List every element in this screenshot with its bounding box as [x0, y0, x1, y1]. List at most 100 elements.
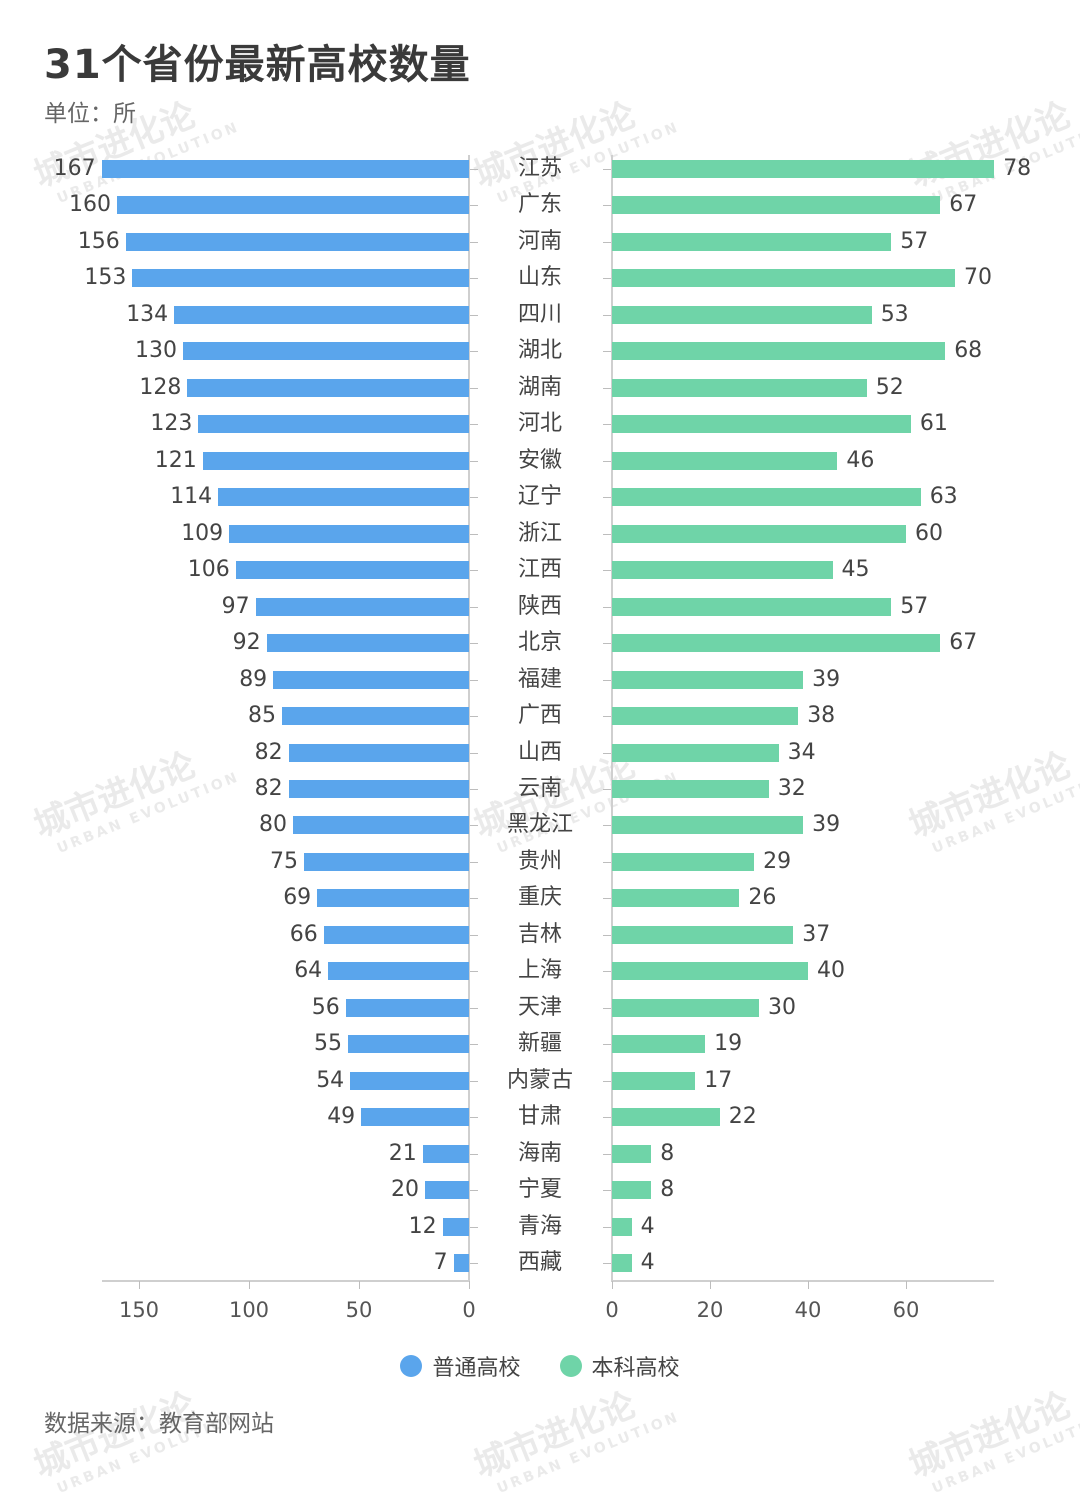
- bar-undergrad[interactable]: [612, 451, 838, 470]
- bar-undergrad[interactable]: [612, 415, 911, 434]
- bar-undergrad[interactable]: [612, 524, 906, 543]
- bar-general[interactable]: [202, 451, 469, 470]
- value-label-general: 128: [139, 374, 182, 400]
- bar-general[interactable]: [345, 998, 469, 1017]
- bar-undergrad[interactable]: [612, 342, 946, 361]
- bar-undergrad[interactable]: [612, 852, 755, 871]
- legend-item-general[interactable]: 普通高校: [400, 1350, 521, 1382]
- bar-general[interactable]: [187, 378, 469, 397]
- bar-undergrad[interactable]: [612, 889, 740, 908]
- bar-general[interactable]: [317, 889, 469, 908]
- bar-undergrad[interactable]: [612, 670, 804, 689]
- bar-undergrad[interactable]: [612, 779, 769, 798]
- data-source: 数据来源：教育部网站: [44, 1411, 274, 1437]
- value-label-undergrad: 68: [954, 338, 983, 364]
- bar-undergrad[interactable]: [612, 232, 892, 251]
- bar-undergrad[interactable]: [612, 561, 833, 580]
- bar-general[interactable]: [282, 707, 469, 726]
- bar-general[interactable]: [293, 816, 469, 835]
- bar-undergrad[interactable]: [612, 743, 779, 762]
- value-label-general: 106: [187, 557, 230, 583]
- province-label: 河南: [517, 228, 562, 254]
- bar-undergrad[interactable]: [612, 1035, 706, 1054]
- value-label-general: 66: [289, 921, 318, 947]
- bar-general[interactable]: [350, 1071, 469, 1090]
- value-label-undergrad: 34: [787, 739, 816, 765]
- bar-general[interactable]: [453, 1254, 469, 1273]
- watermark: 城市进化论 URBAN EVOLUTION: [28, 94, 243, 207]
- x-tick: [249, 1281, 250, 1289]
- right-x-axis: [612, 1280, 994, 1282]
- bar-undergrad[interactable]: [612, 1217, 632, 1236]
- bar-undergrad[interactable]: [612, 962, 808, 981]
- value-label-undergrad: 38: [807, 703, 836, 729]
- province-label: 浙江: [517, 520, 562, 546]
- bar-general[interactable]: [229, 524, 469, 543]
- value-label-general: 89: [239, 666, 268, 692]
- bar-general[interactable]: [328, 962, 469, 981]
- bar-general[interactable]: [174, 305, 469, 324]
- province-label: 云南: [517, 775, 562, 801]
- value-label-general: 12: [408, 1213, 437, 1239]
- bar-general[interactable]: [255, 597, 469, 616]
- bar-undergrad[interactable]: [612, 488, 921, 507]
- bar-general[interactable]: [117, 196, 469, 215]
- bar-undergrad[interactable]: [612, 160, 995, 178]
- bar-undergrad[interactable]: [612, 998, 759, 1017]
- value-label-undergrad: 19: [714, 1031, 743, 1057]
- watermark: 城市进化论 URBAN EVOLUTION: [468, 94, 683, 207]
- axis-tick: [603, 861, 611, 863]
- bar-general[interactable]: [132, 269, 469, 288]
- bar-undergrad[interactable]: [612, 269, 955, 288]
- bar-general[interactable]: [422, 1144, 469, 1163]
- bar-general[interactable]: [266, 634, 469, 653]
- bar-general[interactable]: [442, 1217, 469, 1236]
- bar-general[interactable]: [198, 415, 469, 434]
- value-label-undergrad: 70: [964, 265, 992, 291]
- bar-general[interactable]: [288, 779, 469, 798]
- bar-general[interactable]: [361, 1108, 469, 1127]
- bar-general[interactable]: [125, 232, 469, 251]
- axis-tick: [603, 1117, 611, 1119]
- bar-general[interactable]: [218, 488, 469, 507]
- bar-undergrad[interactable]: [612, 597, 892, 616]
- axis-tick: [603, 351, 611, 353]
- bar-undergrad[interactable]: [612, 634, 941, 653]
- axis-tick: [470, 1226, 478, 1228]
- axis-tick: [470, 570, 478, 572]
- bar-undergrad[interactable]: [612, 925, 794, 944]
- axis-tick: [470, 387, 478, 389]
- bar-undergrad[interactable]: [612, 1071, 696, 1090]
- bar-undergrad[interactable]: [612, 378, 867, 397]
- axis-tick: [603, 314, 611, 316]
- bar-general[interactable]: [323, 925, 469, 944]
- bar-undergrad[interactable]: [612, 1254, 632, 1273]
- bar-general[interactable]: [348, 1035, 469, 1054]
- axis-tick: [603, 533, 611, 535]
- province-label: 西藏: [517, 1250, 562, 1276]
- bar-undergrad[interactable]: [612, 1181, 652, 1200]
- axis-tick: [470, 497, 478, 499]
- value-label-undergrad: 32: [777, 775, 806, 801]
- bar-general[interactable]: [235, 561, 469, 580]
- bar-undergrad[interactable]: [612, 196, 941, 215]
- bar-general[interactable]: [183, 342, 469, 361]
- bar-undergrad[interactable]: [612, 1108, 720, 1127]
- bar-undergrad[interactable]: [612, 816, 804, 835]
- legend-item-undergrad[interactable]: 本科高校: [559, 1350, 680, 1382]
- bar-undergrad[interactable]: [612, 707, 799, 726]
- bar-general[interactable]: [425, 1181, 469, 1200]
- bar-undergrad[interactable]: [612, 305, 872, 324]
- bar-general[interactable]: [304, 852, 469, 871]
- bar-general[interactable]: [101, 160, 469, 178]
- value-label-undergrad: 4: [640, 1213, 655, 1239]
- axis-tick: [470, 1190, 478, 1192]
- butterfly-bar-chart: 城市进化论 URBAN EVOLUTION 城市进化论 URBAN EVOLUTION…: [28, 94, 1080, 1497]
- bar-general[interactable]: [288, 743, 469, 762]
- bar-undergrad[interactable]: [612, 1144, 652, 1163]
- bar-general[interactable]: [273, 670, 469, 689]
- axis-tick: [470, 314, 478, 316]
- value-label-undergrad: 8: [660, 1177, 675, 1203]
- axis-tick: [603, 788, 611, 790]
- watermark: 城市进化论 URBAN EVOLUTION: [903, 1384, 1080, 1497]
